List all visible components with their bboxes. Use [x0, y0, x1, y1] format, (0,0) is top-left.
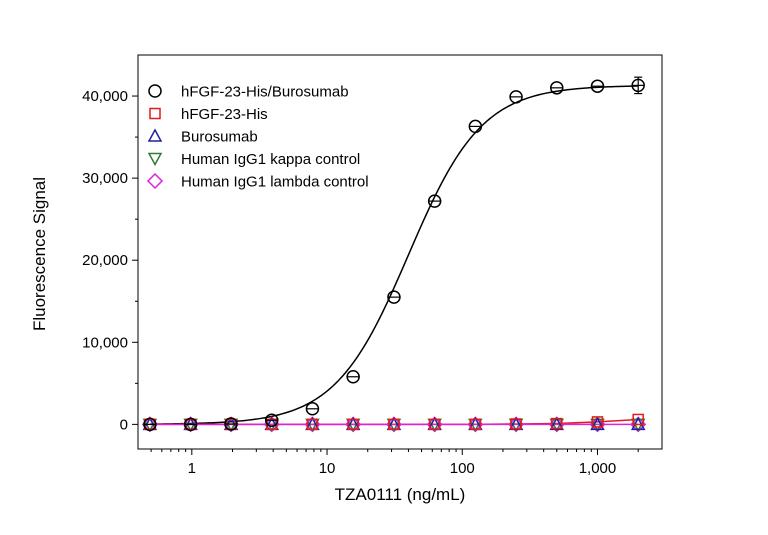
legend-label-2: Burosumab	[181, 129, 258, 146]
y-tick-label: 30,000	[82, 170, 128, 187]
x-tick-label: 10	[319, 460, 336, 477]
data-point-1	[347, 418, 359, 431]
data-point-2	[549, 416, 565, 431]
legend-marker-4	[146, 172, 164, 190]
axes: 0 10,000 20,000 30,000 40,000 1 10 100 1,000	[82, 54, 663, 477]
data-point-1	[510, 418, 522, 430]
y-tick-label: 20,000	[82, 252, 128, 269]
legend-marker-1	[149, 107, 161, 120]
legend-label-1: hFGF-23-His	[181, 106, 268, 123]
legend-label-4: Human IgG1 lambda control	[181, 174, 369, 191]
x-axis-label: TZA0111 (ng/mL)	[335, 485, 466, 504]
y-tick-label: 10,000	[82, 334, 128, 351]
y-tick-label: 40,000	[82, 88, 128, 105]
data-point-1	[428, 418, 441, 431]
legend: hFGF-23-His/Burosumab hFGF-23-His Burosuma…	[146, 84, 369, 191]
x-tick-label: 100	[450, 460, 475, 477]
fit-curve-0	[149, 85, 639, 425]
data-point-1	[551, 417, 563, 430]
y-axis-label: Fluorescence Signal	[30, 177, 49, 331]
data-point-1	[591, 416, 604, 428]
data-point-1	[388, 418, 400, 431]
legend-marker-3	[147, 152, 163, 167]
plot-frame	[137, 54, 663, 450]
legend-marker-2	[147, 128, 163, 142]
legend-marker-0	[148, 84, 162, 98]
legend-label-0: hFGF-23-His/Burosumab	[181, 84, 349, 101]
x-tick-label: 1,000	[579, 460, 617, 477]
markers	[141, 76, 647, 433]
data-point-1	[632, 413, 644, 426]
data-point-2	[590, 416, 605, 431]
x-tick-label: 1	[188, 460, 196, 477]
y-tick-label: 0	[120, 416, 128, 433]
data-point-1	[306, 418, 319, 431]
legend-label-3: Human IgG1 kappa control	[181, 151, 360, 168]
data-point-1	[469, 418, 482, 431]
